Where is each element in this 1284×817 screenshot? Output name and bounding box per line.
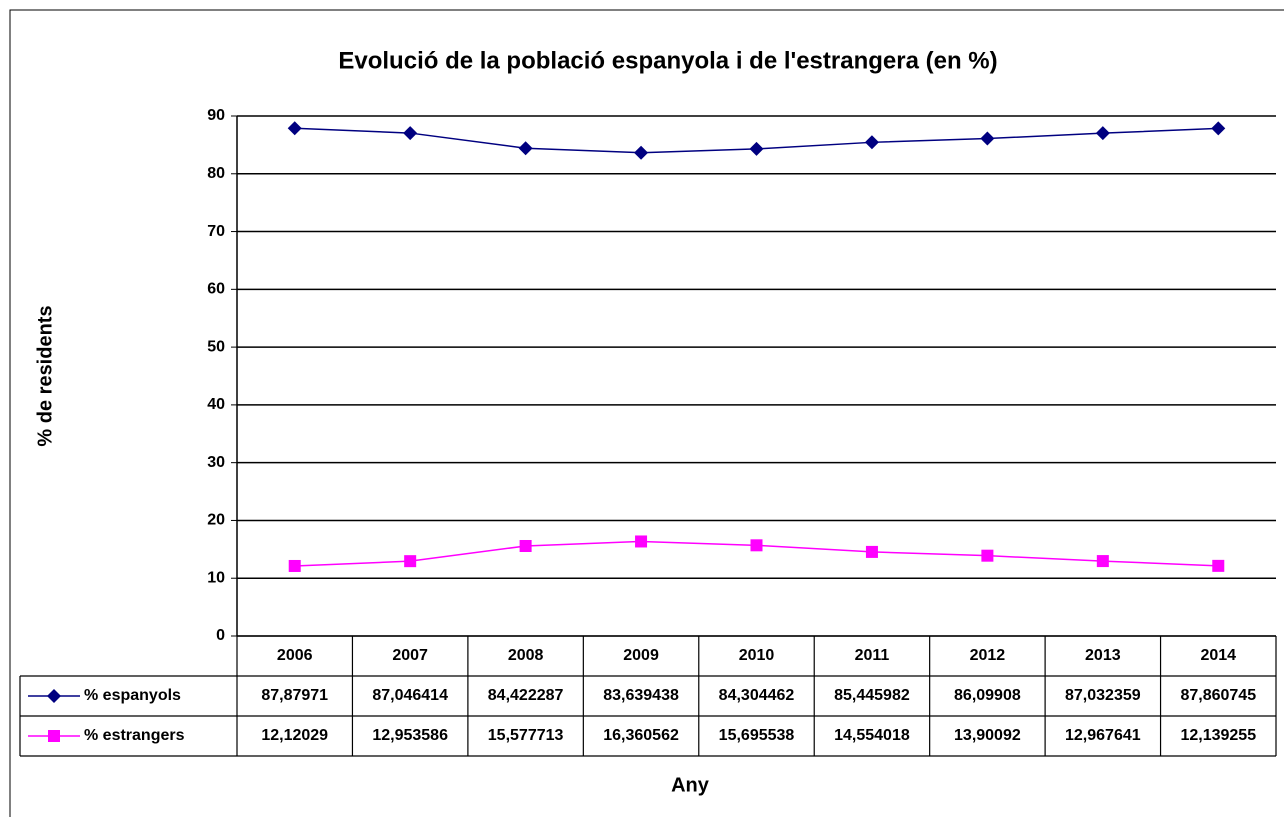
table-value: 84,304462	[719, 687, 795, 704]
x-tick-label: 2011	[855, 647, 890, 664]
x-tick-label: 2010	[739, 647, 775, 664]
table-value: 84,422287	[488, 687, 564, 704]
marker	[634, 145, 649, 160]
table-value: 87,860745	[1180, 687, 1256, 704]
table-value: 14,554018	[834, 727, 910, 744]
y-tick-label: 80	[207, 165, 225, 182]
table-value: 87,032359	[1065, 687, 1141, 704]
table-value: 15,695538	[719, 727, 795, 744]
y-tick-label: 60	[207, 281, 225, 298]
marker	[749, 141, 764, 156]
marker	[1211, 121, 1226, 136]
marker	[980, 131, 995, 146]
table-value: 87,87971	[261, 687, 328, 704]
marker	[403, 126, 418, 141]
table-value: 12,953586	[372, 727, 448, 744]
marker	[750, 539, 763, 552]
marker	[864, 135, 879, 150]
table-value: 83,639438	[603, 687, 679, 704]
marker	[518, 141, 533, 156]
marker	[404, 555, 417, 568]
marker	[47, 689, 61, 703]
table-value: 86,09908	[954, 687, 1021, 704]
table-value: 16,360562	[603, 727, 679, 744]
x-tick-label: 2006	[277, 647, 313, 664]
chart-title: Evolució de la població espanyola i de l…	[338, 47, 997, 74]
y-tick-label: 20	[207, 512, 225, 529]
marker	[1096, 555, 1109, 568]
marker	[287, 121, 302, 136]
marker	[1212, 559, 1225, 572]
x-tick-label: 2013	[1085, 647, 1121, 664]
legend-label: % espanyols	[84, 687, 181, 704]
marker	[288, 559, 301, 572]
x-tick-label: 2012	[970, 647, 1006, 664]
y-tick-label: 50	[207, 338, 225, 355]
table-value: 15,577713	[488, 727, 564, 744]
x-axis-title: Any	[671, 774, 710, 796]
x-tick-label: 2007	[392, 647, 428, 664]
table-value: 12,967641	[1065, 727, 1141, 744]
y-tick-label: 10	[207, 569, 225, 586]
marker	[48, 730, 60, 742]
y-tick-label: 40	[207, 396, 225, 413]
marker	[1095, 126, 1110, 141]
y-tick-label: 70	[207, 223, 225, 240]
y-tick-label: 90	[207, 107, 225, 124]
table-value: 87,046414	[372, 687, 448, 704]
y-tick-label: 30	[207, 454, 225, 471]
marker	[865, 545, 878, 558]
marker	[981, 549, 994, 562]
marker	[635, 535, 648, 548]
table-value: 12,12029	[261, 727, 328, 744]
legend-label: % estrangers	[84, 727, 185, 744]
table-value: 13,90092	[954, 727, 1021, 744]
x-tick-label: 2014	[1200, 647, 1236, 664]
x-tick-label: 2008	[508, 647, 544, 664]
chart-frame	[9, 9, 1284, 817]
y-axis-title: % de residents	[34, 305, 56, 446]
table-value: 85,445982	[834, 687, 910, 704]
x-tick-label: 2009	[623, 647, 659, 664]
table-value: 12,139255	[1180, 727, 1256, 744]
y-tick-label: 0	[216, 627, 225, 644]
marker	[519, 539, 532, 552]
